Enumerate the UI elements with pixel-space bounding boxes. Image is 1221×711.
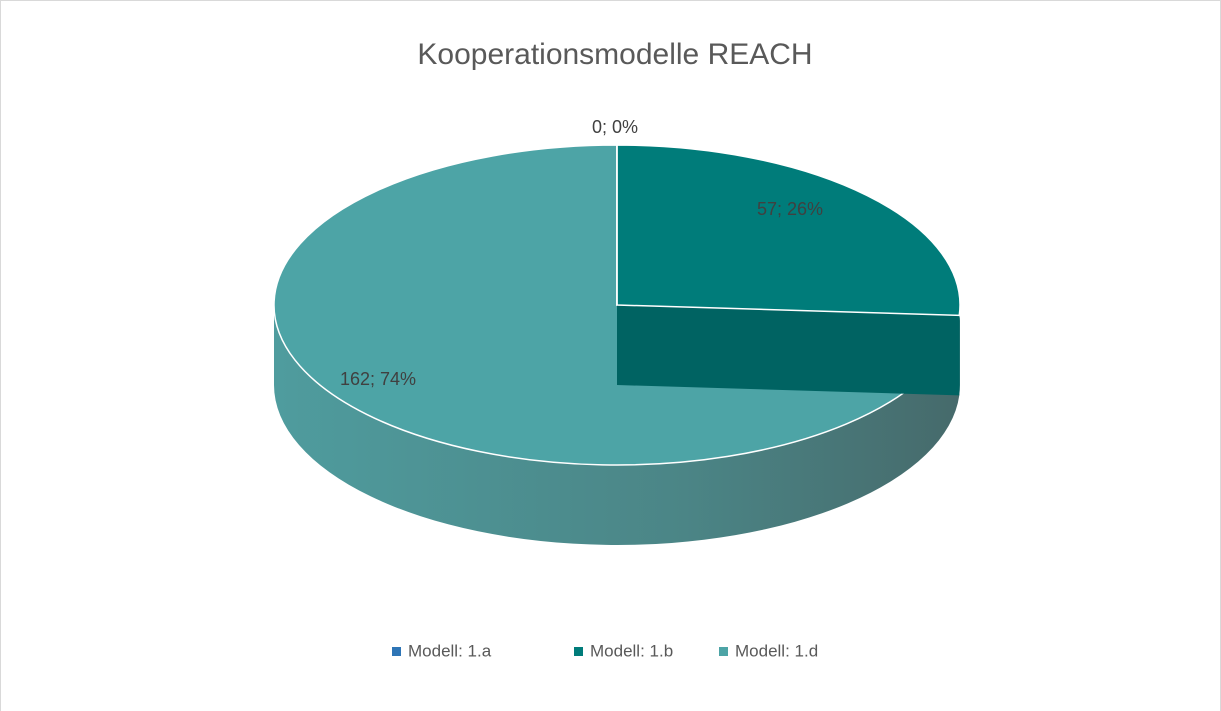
data-label: 57; 26%: [757, 199, 823, 219]
legend-marker: [719, 647, 728, 656]
data-label: 162; 74%: [340, 369, 416, 389]
slice-side: [959, 305, 960, 396]
slice-side: [274, 305, 960, 545]
legend-marker: [392, 647, 401, 656]
slice-top: [616, 144, 961, 317]
legend-label: Modell: 1.a: [408, 641, 492, 660]
chart-title: Kooperationsmodelle REACH: [417, 38, 812, 71]
slice-wall: [617, 305, 960, 396]
legend-marker: [574, 647, 583, 656]
legend-label: Modell: 1.b: [590, 641, 673, 660]
data-label: 0; 0%: [592, 117, 638, 137]
legend-label: Modell: 1.d: [735, 641, 818, 660]
